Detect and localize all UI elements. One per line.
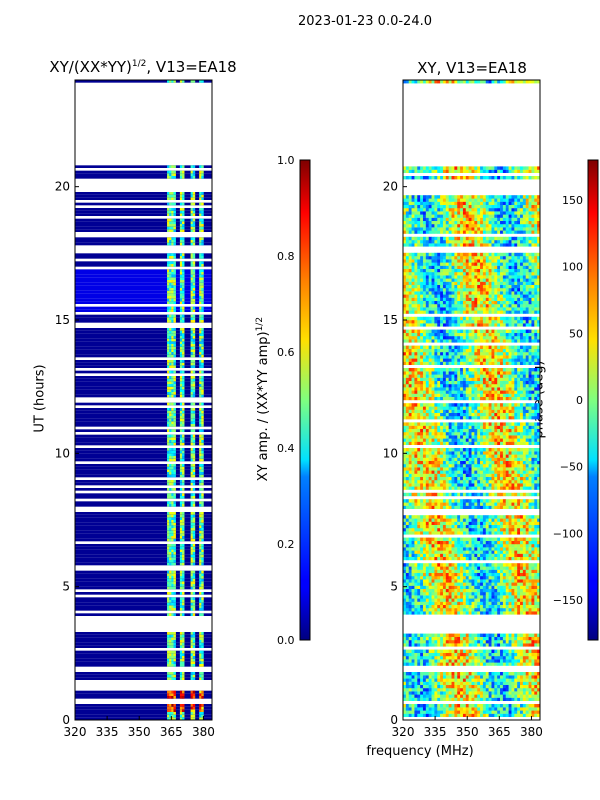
y-tick-label: 15	[55, 313, 70, 327]
x-tick-label: 380	[192, 725, 215, 739]
y-tick-label: 0	[62, 713, 70, 727]
left-title-main: XY/(XX*YY)	[49, 58, 132, 76]
left-colorbar-tick: 0.8	[277, 250, 295, 263]
y-tick-label: 5	[390, 580, 398, 594]
left-heatmap	[75, 80, 212, 720]
x-tick-label: 350	[456, 725, 479, 739]
x-tick-label: 350	[128, 725, 151, 739]
left-colorbar-tick: 1.0	[277, 154, 295, 167]
right-colorbar-tick: −50	[560, 461, 583, 474]
x-tick-label: 335	[96, 725, 119, 739]
x-tick-label: 380	[520, 725, 543, 739]
plot-frame-0	[74, 79, 213, 721]
right-colorbar-tick: 100	[562, 261, 583, 274]
x-tick-label: 320	[392, 725, 415, 739]
plot-frame-1	[402, 79, 541, 721]
x-tick-label: 365	[160, 725, 183, 739]
y-tick-label: 0	[390, 713, 398, 727]
left-colorbar-tick: 0.0	[277, 634, 295, 647]
x-tick-label: 320	[64, 725, 87, 739]
left-colorbar-tick: 0.2	[277, 538, 295, 551]
left-title-sup: 1/2	[131, 59, 147, 69]
right-colorbar-tick: 50	[569, 327, 583, 340]
right-colorbar-tick: −100	[553, 527, 583, 540]
left-colorbar-tick: 0.4	[277, 442, 295, 455]
x-tick-label: 335	[424, 725, 447, 739]
left-colorbar-tick: 0.6	[277, 346, 295, 359]
y-tick-label: 10	[55, 446, 70, 460]
x-tick-label: 365	[488, 725, 511, 739]
x-axis-label: frequency (MHz)	[366, 744, 474, 759]
right-heatmap	[403, 80, 541, 717]
right-colorbar	[587, 159, 599, 641]
right-colorbar-tick: 150	[562, 194, 583, 207]
left-colorbar	[299, 159, 311, 641]
y-tick-label: 20	[383, 180, 398, 194]
right-plot-title: XY, V13=EA18	[417, 59, 527, 77]
right-colorbar-tick: 0	[576, 394, 583, 407]
y-tick-label: 10	[383, 446, 398, 460]
axes-layer: 320 335 350 365 380 0 5 10 15 20 320 335 350 365 380 0 5…	[55, 79, 583, 739]
figure-suptitle: 2023-01-23 0.0-24.0	[298, 14, 432, 29]
left-plot-title: XY/(XX*YY)1/2, V13=EA18	[30, 58, 256, 76]
y-tick-label: 5	[62, 580, 70, 594]
y-tick-label: 20	[55, 180, 70, 194]
y-tick-label: 15	[383, 313, 398, 327]
left-title-suffix: , V13=EA18	[146, 58, 237, 76]
right-colorbar-tick: −150	[553, 594, 583, 607]
